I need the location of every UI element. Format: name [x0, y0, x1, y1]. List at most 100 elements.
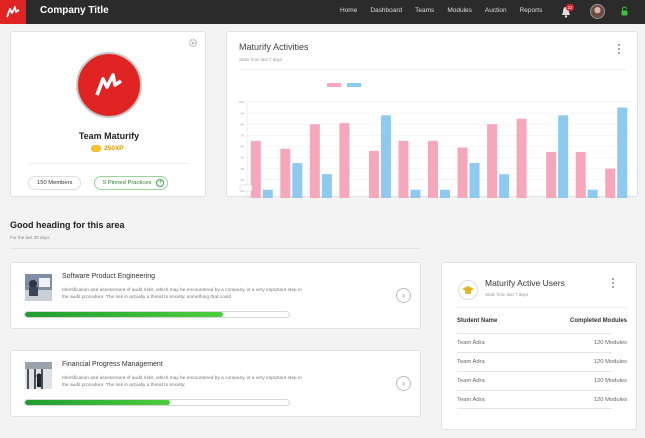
- section-subheading: For the last 30 days: [10, 235, 50, 240]
- chart-subtitle: Stats from last 7 days: [239, 57, 283, 62]
- bar: [410, 189, 421, 198]
- course-card[interactable]: Software Product Engineering Identificat…: [10, 262, 421, 329]
- lock-icon[interactable]: [621, 6, 628, 16]
- course-title: Software Product Engineering: [62, 273, 155, 280]
- active-users-subtitle: Stats from last 7 days: [485, 292, 529, 297]
- course-progress-bar: [24, 311, 290, 318]
- nav-modules[interactable]: Modules: [447, 7, 472, 14]
- divider: [29, 163, 189, 164]
- pinned-practices-label: 5 Pinned Practices: [103, 180, 152, 186]
- bar: [575, 151, 586, 198]
- bar: [380, 115, 391, 198]
- gear-icon[interactable]: [188, 38, 198, 48]
- logo-bolt-icon: [6, 6, 20, 18]
- add-icon[interactable]: +: [156, 179, 165, 187]
- nav-teams[interactable]: Teams: [415, 7, 435, 14]
- bar: [292, 163, 303, 198]
- team-logo: [76, 52, 142, 118]
- nav-home[interactable]: Home: [340, 7, 358, 14]
- y-tick-label: 50: [241, 156, 245, 160]
- more-options-icon[interactable]: [612, 278, 615, 290]
- company-title: Company Title: [40, 5, 109, 16]
- nav-dashboard[interactable]: Dashboard: [370, 7, 403, 14]
- nav-auction[interactable]: Auction: [484, 7, 507, 14]
- main-nav: Home Dashboard Teams Modules Auction Rep…: [340, 7, 555, 14]
- col-completed-modules: Completed Modules: [569, 318, 627, 324]
- bar: [440, 189, 450, 198]
- pinned-practices-pill[interactable]: 5 Pinned Practices +: [94, 176, 169, 190]
- active-users-title: Maturify Active Users: [485, 278, 565, 288]
- bar: [321, 174, 332, 198]
- course-progress-fill: [25, 312, 223, 317]
- chevron-right-icon[interactable]: ›: [396, 376, 411, 391]
- divider: [239, 69, 626, 70]
- y-tick-label: 90: [241, 111, 245, 115]
- more-options-icon[interactable]: [618, 44, 621, 56]
- student-name: Team Adra: [457, 340, 485, 346]
- divider: [457, 307, 627, 308]
- bar: [516, 118, 527, 198]
- table-row[interactable]: Team Adra 120 Modules: [457, 371, 627, 390]
- top-navigation-bar: Company Title Home Dashboard Teams Modul…: [0, 0, 645, 24]
- xp-value: 250XP: [104, 145, 124, 152]
- completed-modules: 120 Modules: [593, 397, 627, 403]
- table-row[interactable]: Team Adra 120 Modules: [457, 352, 627, 371]
- student-name: Team Adra: [457, 397, 485, 403]
- table-row[interactable]: Team Adra 120 Modules: [457, 390, 627, 409]
- table-row[interactable]: Team Adra 120 Modules: [457, 333, 627, 352]
- chevron-right-icon[interactable]: ›: [396, 288, 411, 303]
- student-name: Team Adra: [457, 378, 485, 384]
- y-tick-label: 40: [241, 167, 245, 171]
- completed-modules: 120 Modules: [593, 378, 627, 384]
- y-tick-label: 30: [241, 178, 245, 182]
- bar: [546, 151, 557, 198]
- course-thumbnail: [25, 274, 52, 301]
- course-description: Identification and assessment of audit r…: [62, 376, 302, 388]
- bar: [499, 174, 510, 198]
- notification-badge: 22: [566, 4, 574, 11]
- completed-modules: 120 Modules: [593, 359, 627, 365]
- bar: [339, 123, 350, 198]
- bar: [368, 150, 379, 198]
- bar: [280, 148, 291, 198]
- nav-reports[interactable]: Reports: [519, 7, 543, 14]
- team-name: Team Maturify: [78, 131, 140, 141]
- bar: [487, 124, 498, 198]
- course-description: Identification and assessment of audit r…: [62, 288, 302, 300]
- bar: [262, 189, 273, 198]
- course-card[interactable]: Financial Progress Management Identifica…: [10, 350, 421, 417]
- legend-swatch: [347, 83, 361, 87]
- bar: [250, 140, 261, 198]
- user-avatar[interactable]: [590, 4, 605, 19]
- section-heading: Good heading for this area: [10, 220, 125, 230]
- y-tick-label: 70: [241, 134, 245, 138]
- bar: [428, 140, 438, 198]
- table-header: Student Name Completed Modules: [457, 318, 627, 324]
- team-logo-bolt-icon: [95, 73, 122, 96]
- course-title: Financial Progress Management: [62, 361, 163, 368]
- bar: [457, 147, 468, 198]
- app-logo[interactable]: [0, 0, 26, 24]
- team-profile-card: Team Maturify 250XP 150 Members 5 Pinned…: [10, 31, 206, 197]
- student-name: Team Adra: [457, 359, 485, 365]
- activities-chart-card: Maturify Activities Stats from last 7 da…: [226, 31, 638, 198]
- bar: [587, 189, 598, 198]
- course-progress-bar: [24, 399, 290, 406]
- bar: [617, 107, 628, 198]
- xp-coin-icon: [91, 145, 101, 152]
- course-thumbnail: [25, 362, 52, 389]
- activities-bar-chart: 0102030405060708090100JanFebMarAprMayJun…: [239, 83, 631, 198]
- bar: [309, 124, 320, 198]
- course-progress-fill: [25, 400, 171, 405]
- y-tick-label: 80: [241, 122, 245, 126]
- graduation-cap-icon: [458, 280, 478, 300]
- legend-swatch: [327, 83, 341, 87]
- bar: [398, 140, 409, 198]
- active-users-card: Maturify Active Users Stats from last 7 …: [441, 262, 637, 430]
- chart-toggle-button: [239, 184, 253, 192]
- xp-display: 250XP: [91, 145, 124, 152]
- y-tick-label: 100: [239, 100, 244, 104]
- members-pill[interactable]: 150 Members: [28, 176, 82, 190]
- col-student-name: Student Name: [457, 318, 498, 324]
- bar: [469, 163, 480, 198]
